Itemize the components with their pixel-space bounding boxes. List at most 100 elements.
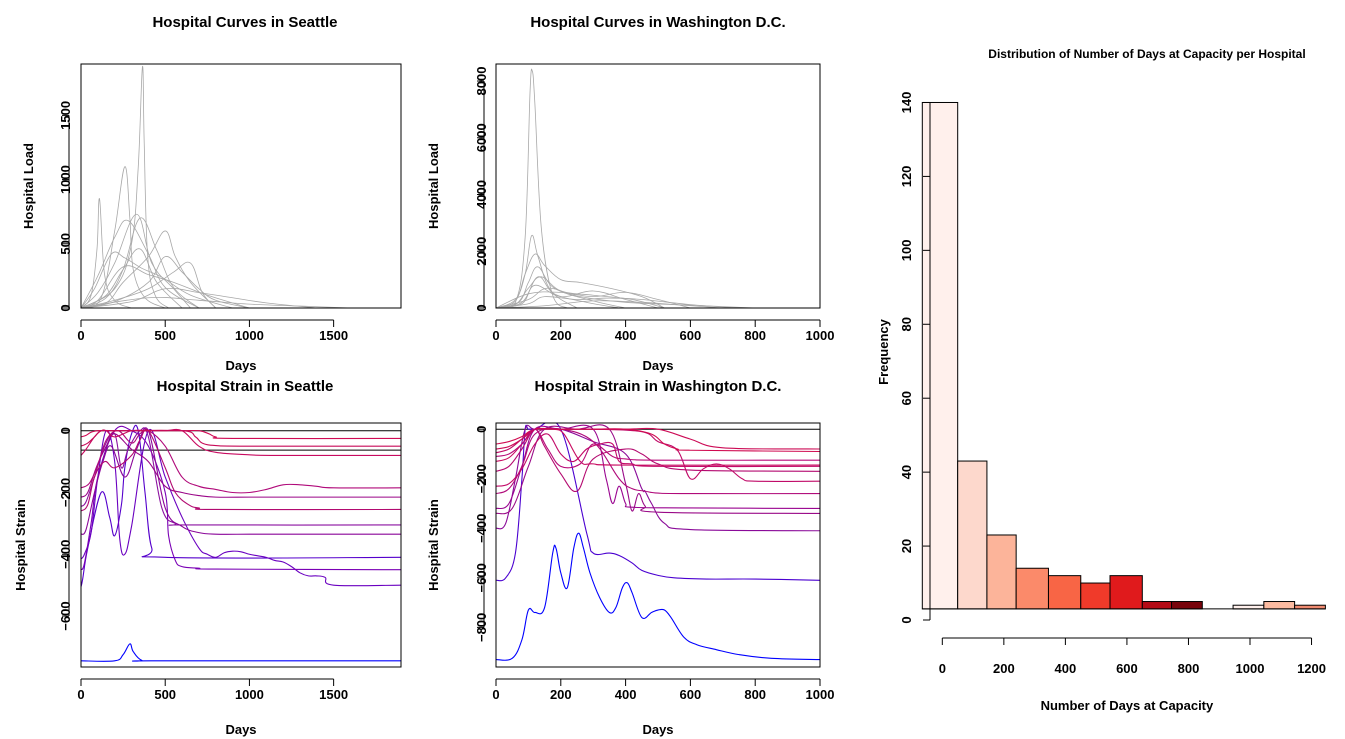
y-tick-label: −600 xyxy=(474,563,489,592)
x-tick-label: 500 xyxy=(154,687,176,702)
y-tick-label: −200 xyxy=(474,464,489,493)
x-tick-label: 800 xyxy=(744,687,766,702)
x-tick-label: 600 xyxy=(680,328,702,343)
series-line xyxy=(496,427,820,495)
x-tick-label: 600 xyxy=(1116,661,1138,676)
series-line xyxy=(496,428,820,469)
x-axis-label: Days xyxy=(642,722,673,737)
y-tick-label: 8000 xyxy=(474,67,489,96)
histogram-bar xyxy=(1171,601,1203,610)
chart-title: Distribution of Number of Days at Capaci… xyxy=(988,47,1305,61)
series-line xyxy=(81,261,217,308)
x-tick-label: 800 xyxy=(1178,661,1200,676)
series-line xyxy=(496,433,820,487)
y-tick-label: 4000 xyxy=(474,180,489,209)
x-tick-label: 1500 xyxy=(319,687,348,702)
y-tick-label: 6000 xyxy=(474,123,489,152)
plot-area xyxy=(81,66,351,308)
x-tick-label: 1000 xyxy=(806,328,835,343)
y-tick-label: −600 xyxy=(58,601,73,630)
y-axis-label: Frequency xyxy=(876,318,891,385)
series-line xyxy=(81,428,401,587)
series-line xyxy=(81,425,401,571)
x-tick-label: 400 xyxy=(615,687,637,702)
x-tick-label: 1000 xyxy=(235,687,264,702)
x-tick-label: 200 xyxy=(550,328,572,343)
chart-title: Hospital Strain in Seattle xyxy=(157,378,334,395)
plot-area xyxy=(496,68,756,308)
histogram-bar xyxy=(1294,604,1326,610)
panel-sea_strain: 0 500 1000 1500 0 −200 −400 −600 Hospital Strain… xyxy=(13,378,402,737)
series-line xyxy=(81,248,183,308)
series-line xyxy=(496,300,723,308)
y-axis-label: Hospital Strain xyxy=(13,499,28,591)
y-tick-label: 140 xyxy=(899,92,914,114)
series-line xyxy=(81,66,169,308)
y-axis-label: Hospital Load xyxy=(426,143,441,229)
x-tick-label: 1200 xyxy=(1297,661,1326,676)
x-tick-label: 0 xyxy=(939,661,946,676)
y-tick-label: 40 xyxy=(899,465,914,479)
chart-title: Hospital Strain in Washington D.C. xyxy=(535,378,782,395)
histogram-bar xyxy=(986,534,1017,610)
histogram-bar xyxy=(1141,601,1173,610)
series-line xyxy=(81,296,351,308)
series-line xyxy=(81,265,250,308)
x-axis-label: Days xyxy=(225,722,256,737)
series-line xyxy=(496,428,820,453)
series-line xyxy=(81,219,200,308)
histogram-bar xyxy=(1232,604,1265,610)
y-tick-label: 0 xyxy=(474,304,489,311)
x-tick-label: 600 xyxy=(680,687,702,702)
y-tick-label: 0 xyxy=(58,304,73,311)
y-tick-label: −200 xyxy=(58,478,73,507)
series-line xyxy=(496,532,820,661)
series-line xyxy=(496,68,568,308)
plot-frame xyxy=(80,63,402,309)
y-tick-label: −800 xyxy=(474,613,489,642)
histogram-bar xyxy=(921,101,959,610)
x-tick-label: 200 xyxy=(550,687,572,702)
panel-dc_strain: 0 200 400 600 800 1000 0 −200 −400 −600 −800 Hospit… xyxy=(426,378,834,737)
plot-frame xyxy=(495,63,821,309)
panel-dc_curves: 0 200 400 600 800 1000 0 2000 4000 6000 8000 Hospit… xyxy=(426,14,834,373)
x-tick-label: 200 xyxy=(993,661,1015,676)
x-tick-label: 1000 xyxy=(235,328,264,343)
series-line xyxy=(81,429,401,494)
x-tick-label: 400 xyxy=(1055,661,1077,676)
y-axis-label: Hospital Load xyxy=(21,143,36,229)
series-line xyxy=(81,230,217,308)
histogram-bar xyxy=(1263,601,1296,610)
y-tick-label: 120 xyxy=(899,166,914,188)
y-tick-label: 80 xyxy=(899,317,914,331)
plot-area xyxy=(496,423,820,661)
x-tick-label: 0 xyxy=(77,328,84,343)
y-tick-label: −400 xyxy=(58,540,73,569)
histogram-bar xyxy=(1109,575,1143,610)
y-tick-label: 0 xyxy=(899,616,914,623)
plot-frame xyxy=(495,422,821,668)
x-axis-label: Number of Days at Capacity xyxy=(1041,698,1214,713)
x-tick-label: 0 xyxy=(492,687,499,702)
x-tick-label: 0 xyxy=(77,687,84,702)
histogram-bar xyxy=(1080,582,1111,610)
plot-frame xyxy=(80,422,402,668)
plot-area xyxy=(81,424,401,662)
x-tick-label: 1000 xyxy=(806,687,835,702)
x-tick-label: 0 xyxy=(492,328,499,343)
series-line xyxy=(496,424,820,532)
x-tick-label: 500 xyxy=(154,328,176,343)
series-line xyxy=(81,429,401,447)
series-line xyxy=(81,256,250,308)
y-tick-label: 0 xyxy=(474,426,489,433)
series-line xyxy=(81,643,401,662)
histogram-bar xyxy=(1015,567,1049,610)
y-tick-label: −400 xyxy=(474,514,489,543)
series-line xyxy=(81,166,166,308)
series-line xyxy=(496,287,756,308)
y-tick-label: 0 xyxy=(58,427,73,434)
y-tick-label: 100 xyxy=(899,239,914,261)
series-line xyxy=(496,276,620,308)
y-tick-label: 1000 xyxy=(58,165,73,194)
